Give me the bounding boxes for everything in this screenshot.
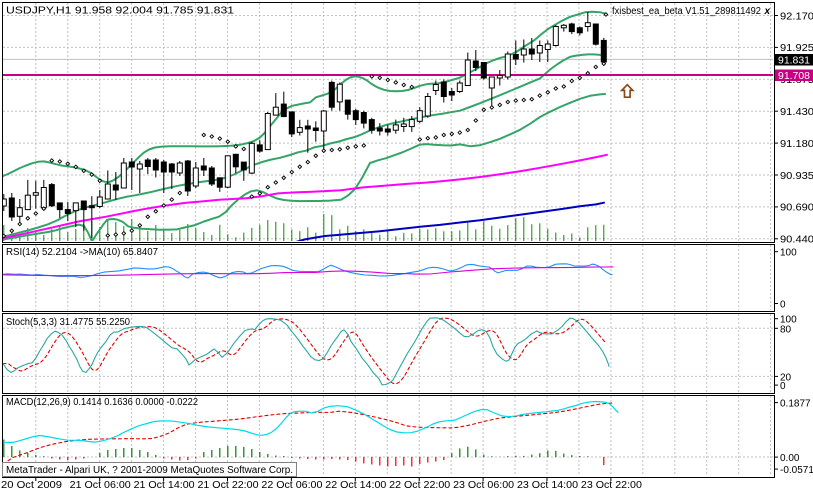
svg-text:fxisbest_ea_beta V1.51_2898114: fxisbest_ea_beta V1.51_289811492	[612, 6, 761, 17]
svg-text:91.831: 91.831	[778, 55, 810, 66]
svg-text:0.00: 0.00	[780, 453, 800, 464]
svg-text:90.935: 90.935	[780, 171, 813, 182]
svg-text:22 Oct 06:00: 22 Oct 06:00	[261, 480, 322, 491]
svg-text:21 Oct 22:00: 21 Oct 22:00	[198, 480, 259, 491]
svg-text:0.1877: 0.1877	[780, 399, 811, 410]
svg-text:100: 100	[780, 315, 797, 326]
svg-text:23 Oct 22:00: 23 Oct 22:00	[581, 480, 642, 491]
svg-text:91.708: 91.708	[778, 71, 810, 82]
svg-text:0: 0	[780, 300, 786, 311]
svg-text:20: 20	[780, 372, 792, 383]
svg-text:100: 100	[780, 248, 797, 259]
svg-text:90.440: 90.440	[780, 235, 813, 246]
svg-text:91.925: 91.925	[780, 43, 813, 54]
svg-text:20 Oct 2009: 20 Oct 2009	[1, 480, 62, 491]
svg-text:Stoch(5,3,3) 31.4775 55.2250: Stoch(5,3,3) 31.4775 55.2250	[6, 317, 130, 328]
svg-text:RSI(14) 52.2104 ->MA(10) 65.8: RSI(14) 52.2104 ->MA(10) 65.8407	[6, 247, 158, 258]
svg-text:21 Oct 14:00: 21 Oct 14:00	[134, 480, 195, 491]
svg-text:23 Oct 14:00: 23 Oct 14:00	[517, 480, 578, 491]
svg-text:90.690: 90.690	[780, 203, 813, 214]
svg-text:23 Oct 06:00: 23 Oct 06:00	[453, 480, 514, 491]
svg-text:MetaTrader - Alpari UK, ? 2001: MetaTrader - Alpari UK, ? 2001-2009 Meta…	[6, 465, 293, 476]
svg-text:USDJPY,H1 91.958 92.004 91.78: USDJPY,H1 91.958 92.004 91.785 91.831	[6, 6, 235, 17]
svg-text:22 Oct 14:00: 22 Oct 14:00	[325, 480, 386, 491]
svg-text:22 Oct 22:00: 22 Oct 22:00	[389, 480, 450, 491]
svg-text:MACD(12,26,9) 0.1414 0.1636 0.: MACD(12,26,9) 0.1414 0.1636 0.0000 -0.02…	[6, 397, 198, 408]
svg-text:0: 0	[780, 381, 786, 392]
svg-text:x: x	[763, 6, 770, 17]
svg-text:91.180: 91.180	[780, 139, 813, 150]
svg-text:80: 80	[780, 324, 792, 335]
svg-text:21 Oct 06:00: 21 Oct 06:00	[70, 480, 131, 491]
svg-text:91.430: 91.430	[780, 107, 813, 118]
svg-text:92.170: 92.170	[780, 11, 813, 22]
svg-text:-0.0571: -0.0571	[780, 465, 813, 476]
